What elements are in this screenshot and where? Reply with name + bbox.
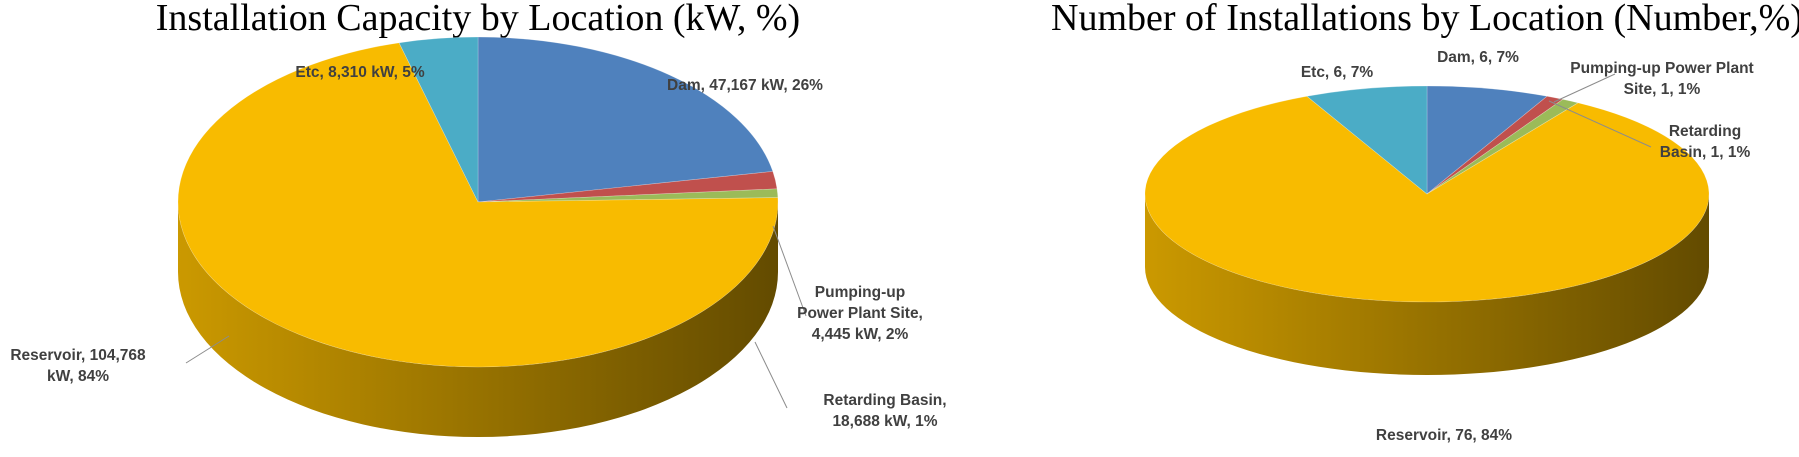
- leader-line-reservoir: [185, 335, 230, 364]
- leader-line-pumping-up-power-plant-site: [772, 225, 807, 317]
- pie-top: [1144, 85, 1710, 303]
- data-label-etc: Etc, 6, 7%: [1301, 64, 1374, 81]
- chart-number-of-installations: Number of Installations by Location (Num…: [1051, 0, 1799, 444]
- pie-slice-retarding-basin: [477, 188, 779, 203]
- data-label-pumping-up-power-plant-site: Pumping-up Power Plant Site, 1, 1%: [1570, 60, 1753, 98]
- chart-title: Number of Installations by Location (Num…: [1051, 0, 1799, 39]
- data-label-retarding-basin: Retarding Basin, 18,688 kW, 1%: [823, 392, 946, 430]
- pie-slice-etc: [1306, 85, 1428, 195]
- pie-slice-dam: [1426, 85, 1548, 195]
- data-label-retarding-basin: Retarding Basin, 1, 1%: [1660, 123, 1751, 161]
- chart-title: Installation Capacity by Location (kW, %…: [156, 0, 800, 39]
- chart-installation-capacity: Installation Capacity by Location (kW, %…: [10, 0, 947, 437]
- data-label-reservoir: Reservoir, 104,768 kW, 84%: [10, 347, 146, 385]
- pie-slice-reservoir: [177, 42, 779, 368]
- pie-slice-pumping-up-power-plant-site: [477, 171, 778, 203]
- pie-slice-retarding-basin: [1426, 99, 1579, 195]
- leader-line-retarding-basin: [1548, 100, 1652, 148]
- pie-side-reservoir: [1145, 194, 1709, 375]
- leader-line-retarding-basin: [754, 341, 788, 409]
- pie-slice-reservoir: [1144, 95, 1710, 303]
- pie-side-walls: [1145, 194, 1709, 375]
- leader-line-pumping-up-power-plant-site: [1553, 73, 1616, 103]
- data-label-dam: Dam, 47,167 kW, 26%: [667, 77, 823, 94]
- pie-top: [177, 36, 779, 368]
- data-label-pumping-up-power-plant-site: Pumping-up Power Plant Site, 4,445 kW, 2%: [797, 284, 923, 343]
- data-label-etc: Etc, 8,310 kW, 5%: [295, 64, 424, 81]
- data-label-dam: Dam, 6, 7%: [1437, 49, 1519, 66]
- pie-slice-etc: [398, 36, 479, 203]
- pie-slice-dam: [477, 36, 774, 203]
- pie-side-reservoir: [178, 202, 778, 437]
- data-label-reservoir: Reservoir, 76, 84%: [1376, 427, 1512, 444]
- pie-slice-pumping-up-power-plant-site: [1426, 95, 1564, 195]
- pie-side-walls: [178, 202, 778, 437]
